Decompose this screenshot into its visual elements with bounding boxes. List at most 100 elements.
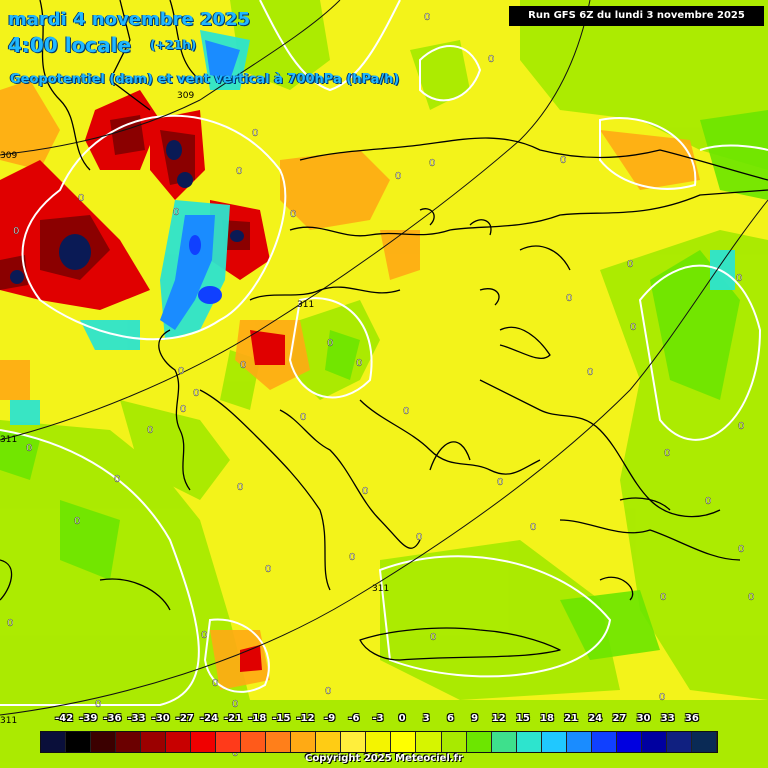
zero-label: 0 [240, 360, 246, 371]
contour-label: 311 [297, 300, 314, 310]
legend-tick-label: 21 [564, 713, 579, 724]
legend-swatch [191, 732, 217, 752]
legend-swatch [166, 732, 192, 752]
legend-swatch [291, 732, 317, 752]
zero-label: 0 [630, 322, 636, 333]
contour-label: 311 [0, 435, 17, 445]
blue-field-areas [160, 40, 240, 330]
legend-tick-label: -36 [103, 713, 122, 724]
legend-tick-label: 12 [491, 713, 506, 724]
zero-label: 0 [237, 482, 243, 493]
legend-swatch [591, 732, 617, 752]
zero-label: 0 [356, 358, 362, 369]
legend-swatch [541, 732, 567, 752]
legend-swatch [141, 732, 167, 752]
zero-label: 0 [232, 748, 238, 759]
zero-label: 0 [403, 406, 409, 417]
contour-label: 311 [372, 584, 389, 594]
legend-tick-label: -6 [348, 713, 360, 724]
zero-label: 0 [178, 366, 184, 377]
zero-label: 0 [180, 404, 186, 415]
legend-swatch [416, 732, 442, 752]
legend-swatch [616, 732, 642, 752]
zero-label: 0 [300, 412, 306, 423]
legend-swatch [241, 732, 267, 752]
model-run-info: Run GFS 6Z du lundi 3 novembre 2025 [509, 6, 764, 26]
legend-tick-label: 33 [660, 713, 675, 724]
legend-swatch [366, 732, 392, 752]
zero-labels: 0 0 0 0 0 0 0 0 0 0 0 0 0 0 0 0 0 0 0 0 … [7, 12, 755, 759]
legend-tick-label: 24 [588, 713, 603, 724]
zero-label: 0 [173, 207, 179, 218]
zero-label: 0 [252, 128, 258, 139]
legend-tick-label: 0 [398, 713, 406, 724]
zero-label: 0 [236, 166, 242, 177]
zero-label: 0 [74, 516, 80, 527]
zero-label: 0 [362, 486, 368, 497]
zero-label: 0 [430, 632, 436, 643]
zero-label: 0 [201, 630, 207, 641]
legend-swatch [391, 732, 417, 752]
legend-swatch [666, 732, 692, 752]
legend-swatch [516, 732, 542, 752]
zero-label: 0 [13, 226, 19, 237]
zero-label: 0 [530, 522, 536, 533]
legend-tick-label: -39 [79, 713, 98, 724]
legend-tick-label: 27 [612, 713, 627, 724]
legend-swatch [341, 732, 367, 752]
legend-swatch [41, 732, 67, 752]
legend-tick-label: -15 [272, 713, 291, 724]
legend-swatch [266, 732, 292, 752]
legend-tick-label: 18 [540, 713, 554, 724]
zero-label: 0 [560, 155, 566, 166]
zero-label: 0 [738, 421, 744, 432]
legend-tick-labels: -42 -39 -36 -33 -30 -27 -24 -21 -18 -15 -12 -9 -6 -3 0… [40, 713, 716, 727]
legend-tick-label: -12 [296, 713, 315, 724]
copyright-notice: Copyright 2025 Meteociel.fr [305, 753, 463, 764]
legend-tick-label: 15 [515, 713, 530, 724]
legend-swatch [491, 732, 517, 752]
bright-green-areas [0, 110, 768, 660]
color-legend-bar [40, 731, 718, 753]
contour-label: 311 [0, 716, 17, 726]
coastlines-borders [0, 0, 768, 661]
zero-label: 0 [664, 448, 670, 459]
legend-tick-label: -42 [55, 713, 74, 724]
legend-swatch [641, 732, 667, 752]
zero-label: 0 [659, 692, 665, 703]
zero-label: 0 [325, 686, 331, 697]
zero-label: 0 [265, 564, 271, 575]
legend-swatch [691, 732, 717, 752]
forecast-date-title: mardi 4 novembre 2025 [8, 9, 251, 30]
legend-tick-label: -21 [224, 713, 243, 724]
parameter-subtitle: Geopotentiel (dam) et vent vertical à 70… [10, 72, 400, 87]
legend-tick-label: 9 [471, 713, 479, 724]
zero-label: 0 [660, 592, 666, 603]
zero-label: 0 [26, 443, 32, 454]
zero-label: 0 [95, 699, 101, 710]
zero-label: 0 [587, 367, 593, 378]
legend-tick-label: 6 [446, 713, 454, 724]
contour-label: 309 [177, 91, 194, 101]
legend-swatch [441, 732, 467, 752]
legend-swatch [116, 732, 142, 752]
legend-swatch [466, 732, 492, 752]
geopotential-isolines [0, 0, 768, 716]
legend-tick-label: -3 [372, 713, 384, 724]
zero-label: 0 [429, 158, 435, 169]
legend-tick-label: -9 [324, 713, 336, 724]
legend-tick-label: -18 [248, 713, 267, 724]
legend-swatch [66, 732, 92, 752]
legend-tick-label: 30 [636, 713, 651, 724]
zero-label: 0 [147, 425, 153, 436]
zero-label: 0 [424, 12, 430, 23]
zero-label: 0 [349, 552, 355, 563]
legend-tick-label: -24 [199, 713, 219, 724]
zero-label: 0 [327, 338, 333, 349]
zero-label: 0 [416, 532, 422, 543]
zero-label: 0 [748, 592, 754, 603]
legend-swatch [316, 732, 342, 752]
zero-contours [0, 0, 768, 706]
forecast-lead-time: (+21h) [150, 38, 197, 52]
